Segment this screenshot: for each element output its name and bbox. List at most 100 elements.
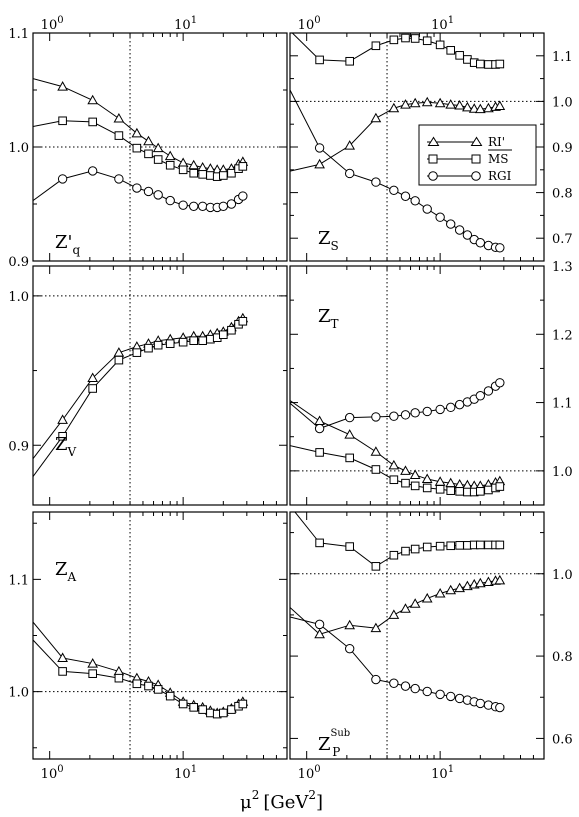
data-point-ms <box>144 343 153 353</box>
triangle-marker-icon <box>427 136 440 146</box>
data-point-ms <box>178 337 188 347</box>
data-point-ri <box>57 414 68 424</box>
y-tick-label: 1.1 <box>552 50 573 65</box>
data-point-ri <box>188 159 200 170</box>
series-extension-line <box>33 78 63 88</box>
data-point-ri <box>344 619 356 630</box>
data-point-rgi <box>454 225 465 235</box>
data-point-ri <box>445 584 457 595</box>
data-point-ms <box>315 538 324 548</box>
data-point-ms <box>88 669 97 678</box>
data-point-ms <box>345 542 354 551</box>
y-tick-label: 1.3 <box>552 260 573 275</box>
data-point-ms <box>88 117 97 127</box>
series-extension-line <box>290 163 320 172</box>
y-tick-label: 0.9 <box>552 141 573 156</box>
data-point-ms <box>153 155 163 164</box>
data-point-rgi <box>454 693 465 704</box>
data-point-ms <box>446 541 456 551</box>
y-tick-label: 0.9 <box>8 255 29 270</box>
data-point-ri <box>131 127 143 138</box>
data-point-ms <box>389 35 399 45</box>
panel-za: 100 101 1.0 1.1 ZA <box>8 511 288 782</box>
panel-zq-: 100 101 0.9 1.0 1.1 Z'q <box>8 15 288 270</box>
legend-entry-ms: MS <box>427 149 512 166</box>
data-point-ri <box>370 622 382 633</box>
legend-label-rgi: RGI <box>488 169 512 183</box>
data-point-rgi <box>389 185 399 196</box>
data-point-rgi <box>114 174 124 184</box>
data-point-ms <box>401 546 410 556</box>
data-point-ri <box>483 576 494 586</box>
series-line-rgi <box>319 623 500 709</box>
series-line-rgi <box>319 382 501 429</box>
x-tick-label: 100 <box>298 764 321 782</box>
data-point-ri <box>462 101 473 112</box>
y-tick-label: 1.0 <box>8 290 29 305</box>
data-point-rgi <box>462 230 473 240</box>
data-point-ms <box>227 168 236 178</box>
y-tick-label: 1.1 <box>8 27 29 42</box>
square-marker-icon <box>428 154 438 164</box>
data-point-rgi <box>435 689 445 700</box>
data-point-ms <box>144 681 153 691</box>
data-point-rgi <box>435 404 445 415</box>
series-line-ri <box>319 101 500 165</box>
series-layer <box>290 378 506 497</box>
y-tick-label: 1.1 <box>552 397 573 412</box>
data-point-ri <box>164 150 176 161</box>
data-point-ms <box>484 540 493 550</box>
series-extension-line <box>33 621 63 659</box>
data-point-ms <box>401 478 410 488</box>
data-point-rgi <box>389 678 399 688</box>
data-point-ms <box>238 699 248 709</box>
data-point-rgi <box>344 643 355 654</box>
panel-zp-sub: 100 101 0.6 0.8 1.0 ZSub P <box>289 511 573 782</box>
data-point-ms <box>132 143 142 153</box>
data-point-rgi <box>410 408 420 418</box>
data-point-rgi <box>410 683 420 694</box>
data-point-ms <box>189 168 199 178</box>
data-point-ri <box>113 347 125 357</box>
x-tick-label: 100 <box>41 15 64 33</box>
data-point-rgi <box>189 201 199 211</box>
data-point-ms <box>198 170 207 179</box>
data-point-ms <box>132 348 142 357</box>
y-tick-label: 0.8 <box>552 187 573 202</box>
panel-frame <box>289 265 545 506</box>
triangle-marker-icon <box>470 136 483 146</box>
series-extension-line <box>33 435 64 477</box>
y-tick-label: 1.0 <box>552 95 573 110</box>
data-point-rgi <box>57 174 68 184</box>
data-point-ms <box>144 149 153 159</box>
series-extension-line <box>290 445 320 453</box>
series-layer <box>290 33 506 253</box>
panel-zs: 100 101 0.7 0.8 0.9 1.0 1.1 ZS <box>289 15 573 262</box>
square-marker-icon <box>471 154 481 164</box>
data-point-ms <box>422 542 432 552</box>
data-point-ri <box>421 592 433 603</box>
data-point-ri <box>388 459 400 470</box>
data-point-ms <box>178 699 188 709</box>
series-line-ri <box>319 420 500 487</box>
data-point-ri <box>483 102 494 113</box>
data-point-ms <box>422 36 432 46</box>
circle-marker-icon <box>428 171 438 181</box>
data-point-ms <box>345 453 354 463</box>
data-point-ri <box>434 97 446 108</box>
data-point-ri <box>400 465 411 475</box>
data-point-ms <box>58 431 67 441</box>
data-point-rgi <box>153 190 163 200</box>
data-point-ms <box>315 448 324 457</box>
data-point-rgi <box>371 412 381 422</box>
data-point-rgi <box>435 212 445 222</box>
data-point-ms <box>132 679 142 689</box>
data-point-ms <box>198 336 207 345</box>
data-point-rgi <box>314 619 325 630</box>
data-point-ri <box>494 100 506 110</box>
data-point-ms <box>401 33 410 43</box>
data-point-rgi <box>400 410 411 420</box>
data-point-ms <box>345 56 354 66</box>
data-point-ms <box>58 116 67 126</box>
data-point-ms <box>219 708 228 718</box>
